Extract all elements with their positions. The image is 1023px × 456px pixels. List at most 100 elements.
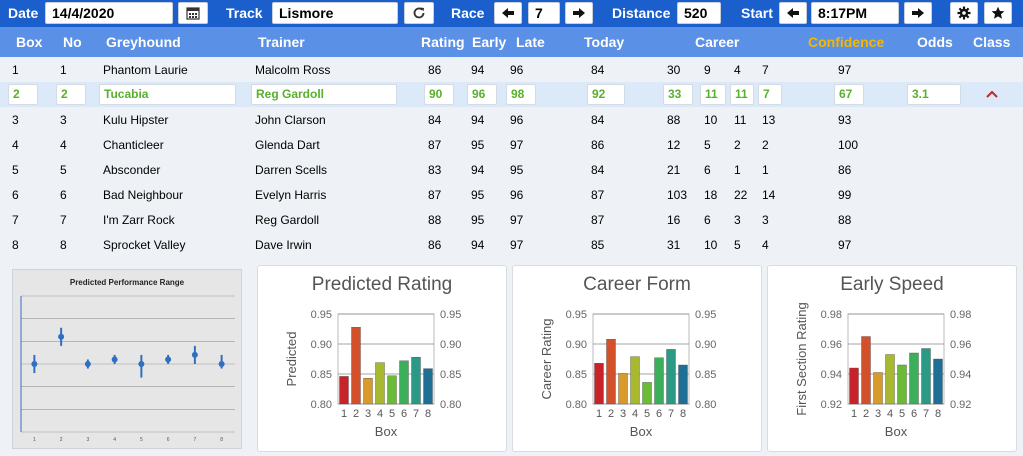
cell-box: 8 xyxy=(12,238,19,252)
col-early[interactable]: Early xyxy=(472,34,507,50)
cell-c1: 31 xyxy=(667,238,681,252)
bar xyxy=(618,373,628,405)
cell-odds[interactable]: 3.1 xyxy=(907,84,961,105)
y2-tick-label: 0.98 xyxy=(950,309,971,321)
cell-no: 7 xyxy=(60,213,67,227)
distance-label: Distance xyxy=(612,5,671,21)
cell-rating: 86 xyxy=(428,238,442,252)
bar xyxy=(630,356,640,405)
cell-early: 94 xyxy=(471,238,485,252)
x-tick-label: 3 xyxy=(620,408,626,420)
x-tick-label: 8 xyxy=(220,437,223,443)
cell-trainer: Darren Scells xyxy=(255,163,328,177)
cell-greyhound: Phantom Laurie xyxy=(103,63,188,77)
table-row[interactable]: 7 7 I'm Zarr Rock Reg Gardoll 88 95 97 87 16 6 3 3 8… xyxy=(0,207,1023,232)
favorite-button[interactable] xyxy=(984,2,1012,24)
cell-no[interactable]: 2 xyxy=(56,84,86,105)
cell-greyhound[interactable]: Tucabia xyxy=(99,84,236,105)
table-row[interactable]: 8 8 Sprocket Valley Dave Irwin 86 94 97 85 31 10 5… xyxy=(0,232,1023,257)
cell-c3: 22 xyxy=(734,188,748,202)
next-race-button[interactable] xyxy=(565,2,593,24)
cell-box: 1 xyxy=(12,63,19,77)
cell-rating[interactable]: 90 xyxy=(424,84,454,105)
race-field[interactable]: 7 xyxy=(528,2,560,24)
x-tick-label: 5 xyxy=(644,408,650,420)
cell-today: 85 xyxy=(591,238,605,252)
cell-confidence[interactable]: 67 xyxy=(834,84,864,105)
prev-start-button[interactable] xyxy=(779,2,807,24)
next-start-button[interactable] xyxy=(904,2,932,24)
cell-box: 6 xyxy=(12,188,19,202)
cell-c2: 6 xyxy=(704,213,711,227)
y-tick-label: 0.96 xyxy=(821,339,842,351)
col-trainer[interactable]: Trainer xyxy=(258,34,305,50)
arrow-left-icon xyxy=(787,8,799,18)
y2-tick-label: 0.96 xyxy=(950,339,971,351)
date-field[interactable]: 14/4/2020 xyxy=(45,2,173,24)
calendar-button[interactable] xyxy=(178,2,208,24)
col-rating[interactable]: Rating xyxy=(421,34,465,50)
x-tick-label: 5 xyxy=(899,408,905,420)
bar xyxy=(363,377,373,405)
cell-no: 3 xyxy=(60,113,67,127)
x-tick-label: 6 xyxy=(656,408,662,420)
col-career[interactable]: Career xyxy=(695,34,740,50)
cell-c2[interactable]: 11 xyxy=(700,84,726,105)
col-class[interactable]: Class xyxy=(973,34,1011,50)
predicted-rating-panel: Predicted Rating 0.95 0.95 0.90 0.90 0.85 0.8… xyxy=(257,265,507,452)
x-tick-label: 6 xyxy=(401,408,407,420)
bar xyxy=(861,336,871,405)
x-tick-label: 5 xyxy=(389,408,395,420)
col-greyhound[interactable]: Greyhound xyxy=(106,34,181,50)
cell-confidence: 97 xyxy=(838,238,852,252)
table-row[interactable]: 1 1 Phantom Laurie Malcolm Ross 86 94 96 84 30 9 4… xyxy=(0,57,1023,82)
cell-today[interactable]: 92 xyxy=(587,84,625,105)
cell-box[interactable]: 2 xyxy=(8,84,38,105)
cell-no: 4 xyxy=(60,138,67,152)
x-tick-label: 1 xyxy=(851,408,857,420)
table-row[interactable]: 5 5 Absconder Darren Scells 83 94 95 84 21 6 1 1 86 xyxy=(0,157,1023,182)
data-point xyxy=(138,361,145,367)
col-confidence[interactable]: Confidence xyxy=(808,34,885,50)
settings-button[interactable] xyxy=(950,2,978,24)
cell-trainer[interactable]: Reg Gardoll xyxy=(251,84,397,105)
cell-c3[interactable]: 11 xyxy=(730,84,754,105)
toolbar: Date 14/4/2020 Track Lismore Race 7 Dist… xyxy=(0,0,1023,27)
col-no[interactable]: No xyxy=(63,34,82,50)
cell-c4: 7 xyxy=(762,63,769,77)
cell-c4[interactable]: 7 xyxy=(758,84,782,105)
cell-c1[interactable]: 33 xyxy=(663,84,693,105)
data-point xyxy=(111,356,118,363)
x-tick-label: 4 xyxy=(377,408,383,420)
cell-late[interactable]: 98 xyxy=(506,84,536,105)
table-row[interactable]: 2 2 Tucabia Reg Gardoll 90 96 98 92 33 11 11 7 67 3.1 xyxy=(0,82,1023,107)
distance-field[interactable]: 520 xyxy=(677,2,721,24)
col-odds[interactable]: Odds xyxy=(917,34,953,50)
track-field[interactable]: Lismore xyxy=(272,2,398,24)
refresh-button[interactable] xyxy=(404,2,434,24)
arrow-right-icon xyxy=(573,8,585,18)
cell-early[interactable]: 96 xyxy=(467,84,497,105)
col-box[interactable]: Box xyxy=(16,34,43,50)
chevron-up-icon[interactable] xyxy=(985,87,999,101)
x-tick-label: 8 xyxy=(425,408,431,420)
cell-trainer: Evelyn Harris xyxy=(255,188,327,202)
cell-no: 5 xyxy=(60,163,67,177)
data-point xyxy=(84,361,91,367)
cell-greyhound: Chanticleer xyxy=(103,138,164,152)
cell-confidence: 88 xyxy=(838,213,852,227)
x-tick-label: 3 xyxy=(875,408,881,420)
table-row[interactable]: 6 6 Bad Neighbour Evelyn Harris 87 95 96 87 103 1… xyxy=(0,182,1023,207)
start-time-field[interactable]: 8:17PM xyxy=(811,2,899,24)
y2-tick-label: 0.94 xyxy=(950,369,971,381)
cell-confidence: 100 xyxy=(838,138,859,152)
col-late[interactable]: Late xyxy=(516,34,545,50)
table-row[interactable]: 3 3 Kulu Hipster John Clarson 84 94 96 84 88 10 11… xyxy=(0,107,1023,132)
table-row[interactable]: 4 4 Chanticleer Glenda Dart 87 95 97 86 12 5 2 2 100 xyxy=(0,132,1023,157)
bar xyxy=(909,352,919,405)
cell-c2: 10 xyxy=(704,113,718,127)
prev-race-button[interactable] xyxy=(494,2,522,24)
cell-c3: 11 xyxy=(734,113,747,127)
y-tick-label: 0.95 xyxy=(566,309,587,321)
col-today[interactable]: Today xyxy=(584,34,625,50)
